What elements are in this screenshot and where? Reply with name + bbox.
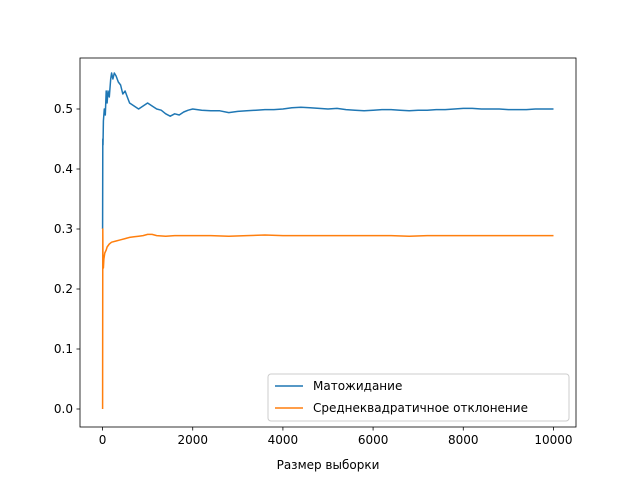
x-tick-label: 6000 bbox=[358, 433, 389, 447]
legend-box bbox=[267, 373, 570, 422]
x-tick-label: 2000 bbox=[177, 433, 208, 447]
x-axis-label: Размер выборки bbox=[277, 458, 380, 472]
series-line-std bbox=[101, 228, 554, 410]
axes-frame bbox=[79, 57, 577, 428]
y-axis-ticks: 0.0 0.1 0.2 0.3 0.4 0.5 bbox=[54, 102, 80, 416]
y-tick-label: 0.5 bbox=[54, 102, 73, 116]
x-tick-label: 8000 bbox=[448, 433, 479, 447]
series-layer bbox=[101, 72, 554, 410]
plot-area bbox=[79, 57, 577, 428]
y-tick-label: 0.0 bbox=[54, 402, 73, 416]
x-tick-label: 10000 bbox=[534, 433, 572, 447]
y-tick-label: 0.3 bbox=[54, 222, 73, 236]
series-line-mean bbox=[101, 72, 554, 230]
x-axis-ticks: 0 2000 4000 6000 8000 10000 bbox=[99, 427, 573, 447]
x-tick-label: 4000 bbox=[268, 433, 299, 447]
x-tick-label: 0 bbox=[99, 433, 107, 447]
legend: Матожидание Среднеквадратичное отклонени… bbox=[267, 373, 570, 422]
y-tick-label: 0.2 bbox=[54, 282, 73, 296]
legend-label-mean: Матожидание bbox=[313, 379, 402, 393]
legend-label-std: Среднеквадратичное отклонение bbox=[313, 401, 528, 415]
y-tick-label: 0.1 bbox=[54, 342, 73, 356]
axes-background bbox=[80, 58, 576, 427]
y-tick-label: 0.4 bbox=[54, 162, 73, 176]
